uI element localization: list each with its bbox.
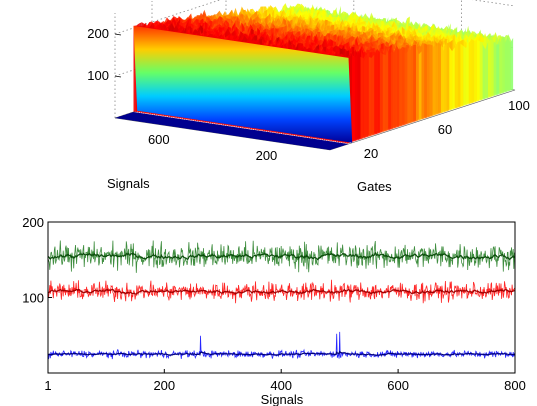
surface-grid-line [114,0,516,35]
surface-floor-fill [115,112,349,150]
surface-mesh [115,3,514,150]
